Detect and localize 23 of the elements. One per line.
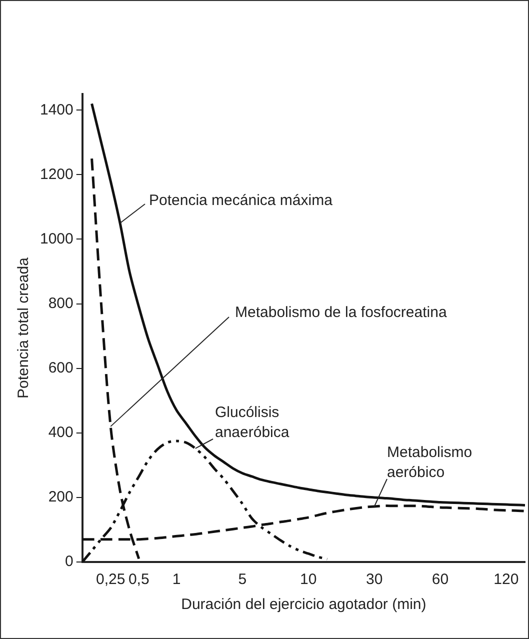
line-series <box>90 102 526 506</box>
y-tick-label: 800 <box>48 294 74 312</box>
x-tick-label: 120 <box>494 571 519 588</box>
x-tick-label: 30 <box>366 571 383 588</box>
text: Metabolismo de la fosfocreatina <box>235 304 448 322</box>
y-tick-label: 400 <box>48 424 74 442</box>
x-tick-label: 60 <box>432 571 449 588</box>
x-tick-label: 1 <box>172 571 181 588</box>
x-tick-label: 10 <box>300 571 317 588</box>
x-tick-label: 0,5 <box>128 571 150 588</box>
y-tick-label: 600 <box>48 359 74 376</box>
x-axis-title: Duración del ejercicio agotador (min) <box>181 596 426 614</box>
y-tick-label: 1400 <box>40 101 74 118</box>
y-tick-label: 0 <box>65 553 74 570</box>
text: Potencia mecánica máxima <box>149 192 334 210</box>
series-label: Metabolismo aeróbico <box>387 444 472 482</box>
x-tick-label: 5 <box>238 571 247 588</box>
y-tick-label: 200 <box>48 488 74 506</box>
y-tick-label: 1000 <box>40 230 74 248</box>
y-axis-title: Potencia total creada <box>15 256 32 398</box>
series-label: Glucólisis anaeróbica <box>215 404 290 442</box>
y-tick-label: 1200 <box>40 166 74 183</box>
x-tick-label: 0,25 <box>96 571 126 588</box>
